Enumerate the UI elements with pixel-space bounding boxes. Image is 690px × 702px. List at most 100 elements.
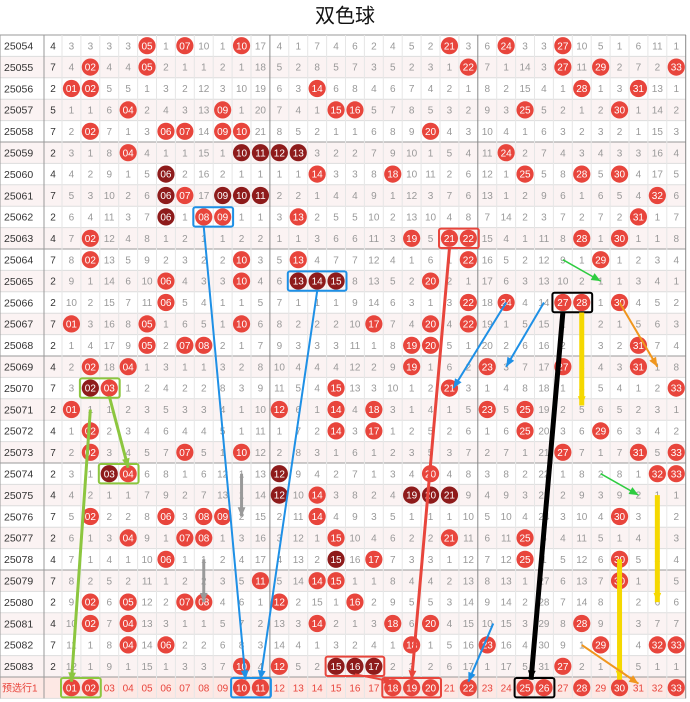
miss-count: 9 [125,341,131,352]
miss-count: 31 [538,662,550,673]
miss-count: 5 [598,170,604,181]
ball-number: 04 [123,362,135,373]
miss-count: 1 [636,384,642,395]
ball [592,58,610,76]
miss-count: 4 [295,641,301,652]
miss-count: 2 [220,255,226,266]
ball-number: 18 [387,170,399,181]
miss-count: 2 [182,384,188,395]
miss-count: 3 [447,448,453,459]
miss-count: 1 [106,405,112,416]
ball [459,251,477,269]
ball [327,550,345,568]
miss-count: 1 [239,298,245,309]
ball-number: 22 [463,320,475,331]
miss-count: 2 [447,84,453,95]
highlight-box [286,270,348,292]
ball-number: 12 [274,662,286,673]
miss-count: 2 [125,576,131,587]
ball [327,272,345,290]
ball [365,657,383,675]
count: 7 [50,641,56,652]
miss-count: 2 [560,491,566,502]
ball [289,272,307,290]
miss-count: 2 [673,427,679,438]
ball-number: 22 [463,683,475,694]
period: 25071 [4,404,33,416]
miss-count: 2 [522,191,528,202]
miss-count: 1 [503,191,509,202]
ball [81,379,99,397]
ball-number: 01 [66,683,78,694]
ball [327,572,345,590]
ball [365,422,383,440]
ball-number: 21 [444,534,456,545]
ball [516,101,534,119]
miss-count: 16 [349,555,361,566]
miss-count: 7 [69,555,75,566]
miss-count: 6 [182,320,188,331]
miss-count: 5 [522,320,528,331]
miss-count: 1 [220,298,226,309]
ball-number: 13 [293,213,305,224]
miss-count: 2 [466,106,472,117]
ball [176,37,194,55]
miss-count: 1 [220,41,226,52]
miss-count: 4 [125,448,131,459]
count: 4 [50,427,56,438]
miss-count: 4 [125,234,131,245]
miss-count: 7 [314,41,320,52]
ball-number: 16 [349,598,361,609]
ball-number: 24 [501,41,513,52]
miss-count: 5 [466,405,472,416]
miss-count: 3 [88,320,94,331]
ball [119,465,137,483]
miss-count: 5 [447,148,453,159]
miss-count: 1 [579,255,585,266]
ball-number: 32 [652,469,664,480]
ball-number: 09 [217,127,229,138]
ball [516,529,534,547]
miss-count: 14 [501,213,513,224]
miss-count: 2 [88,298,94,309]
miss-count: 1 [182,63,188,74]
ball-number: 32 [652,641,664,652]
miss-count: 2 [295,320,301,331]
miss-count: 5 [352,213,358,224]
miss-count: 2 [295,63,301,74]
ball-number: 08 [198,534,210,545]
miss-count: 1 [636,469,642,480]
miss-count: 2 [201,641,207,652]
miss-count: 3 [314,148,320,159]
miss-count: 3 [560,127,566,138]
ball-number: 28 [576,170,588,181]
miss-count: 4 [466,148,472,159]
ball [573,614,591,633]
miss-count: 6 [125,277,131,288]
ball [592,251,610,269]
count: 2 [50,341,56,352]
period: 25069 [4,361,33,373]
miss-count: 5 [333,63,339,74]
miss-count: 15 [463,619,475,630]
ball-number: 33 [671,448,683,459]
miss-count: 1 [673,491,679,502]
ball-number: 02 [85,384,97,395]
miss-count: 4 [428,405,434,416]
arrow-head [628,675,639,684]
miss-count: 1 [522,448,528,459]
miss-count: 2 [579,127,585,138]
miss-count: 4 [88,213,94,224]
miss-count: 8 [69,255,75,266]
miss-count: 17 [104,341,116,352]
miss-count: 12 [198,84,210,95]
miss-count: 8 [484,576,490,587]
miss-count: 1 [409,512,415,523]
miss-count: 3 [295,341,301,352]
miss-count: 10 [406,170,418,181]
ball [535,679,553,697]
ball [289,251,307,269]
miss-count: 3 [69,384,75,395]
count: 2 [50,469,56,480]
miss-count: 2 [390,213,396,224]
